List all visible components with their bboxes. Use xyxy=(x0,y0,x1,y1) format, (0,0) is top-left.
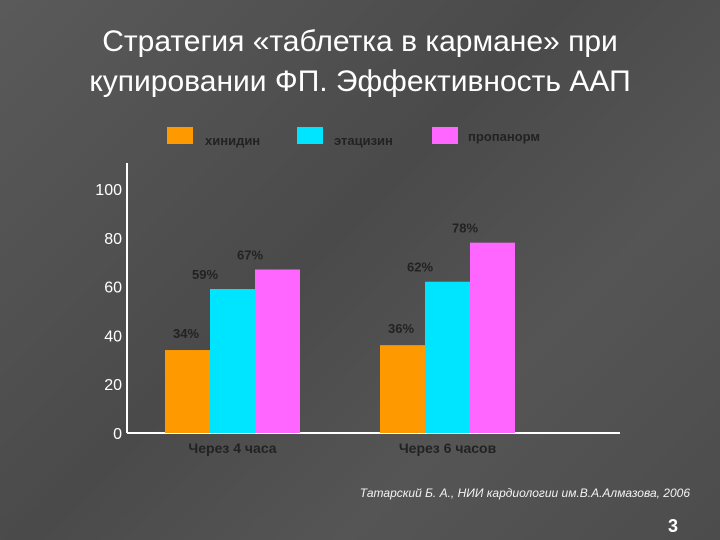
bar xyxy=(380,345,425,433)
legend-swatch xyxy=(167,127,193,144)
data-label: 62% xyxy=(407,260,433,275)
legend-swatch xyxy=(297,127,323,144)
data-label: 34% xyxy=(173,326,199,341)
legend-label: хинидин xyxy=(205,133,260,148)
bar xyxy=(255,269,300,433)
x-category-label: Через 4 часа xyxy=(188,440,276,456)
y-tick-label: 80 xyxy=(104,231,122,248)
bar xyxy=(470,242,515,433)
citation: Татарский Б. А., НИИ кардиологии им.В.А.… xyxy=(359,486,690,500)
legend-label: этацизин xyxy=(334,133,393,148)
slide-title: Стратегия «таблетка в кармане» при купир… xyxy=(0,22,720,102)
data-label: 59% xyxy=(192,267,218,282)
bar xyxy=(210,289,255,433)
slide-title-line2: купировании ФП. Эффективность ААП xyxy=(89,65,631,98)
data-label: 78% xyxy=(452,221,478,236)
x-category-label: Через 6 часов xyxy=(399,440,497,456)
bar xyxy=(425,281,470,433)
y-tick-label: 0 xyxy=(113,426,122,443)
legend-label: пропанорм xyxy=(468,129,540,144)
data-label: 67% xyxy=(237,248,263,263)
slide-title-line1: Стратегия «таблетка в кармане» при xyxy=(102,25,618,58)
y-tick-label: 60 xyxy=(104,280,122,297)
data-label: 36% xyxy=(388,321,414,336)
legend-swatch xyxy=(432,127,458,144)
y-tick-label: 40 xyxy=(104,328,122,345)
y-tick-label: 20 xyxy=(104,377,122,394)
bar xyxy=(165,350,210,433)
y-tick-label: 100 xyxy=(95,182,122,199)
page-number: 3 xyxy=(668,516,679,536)
